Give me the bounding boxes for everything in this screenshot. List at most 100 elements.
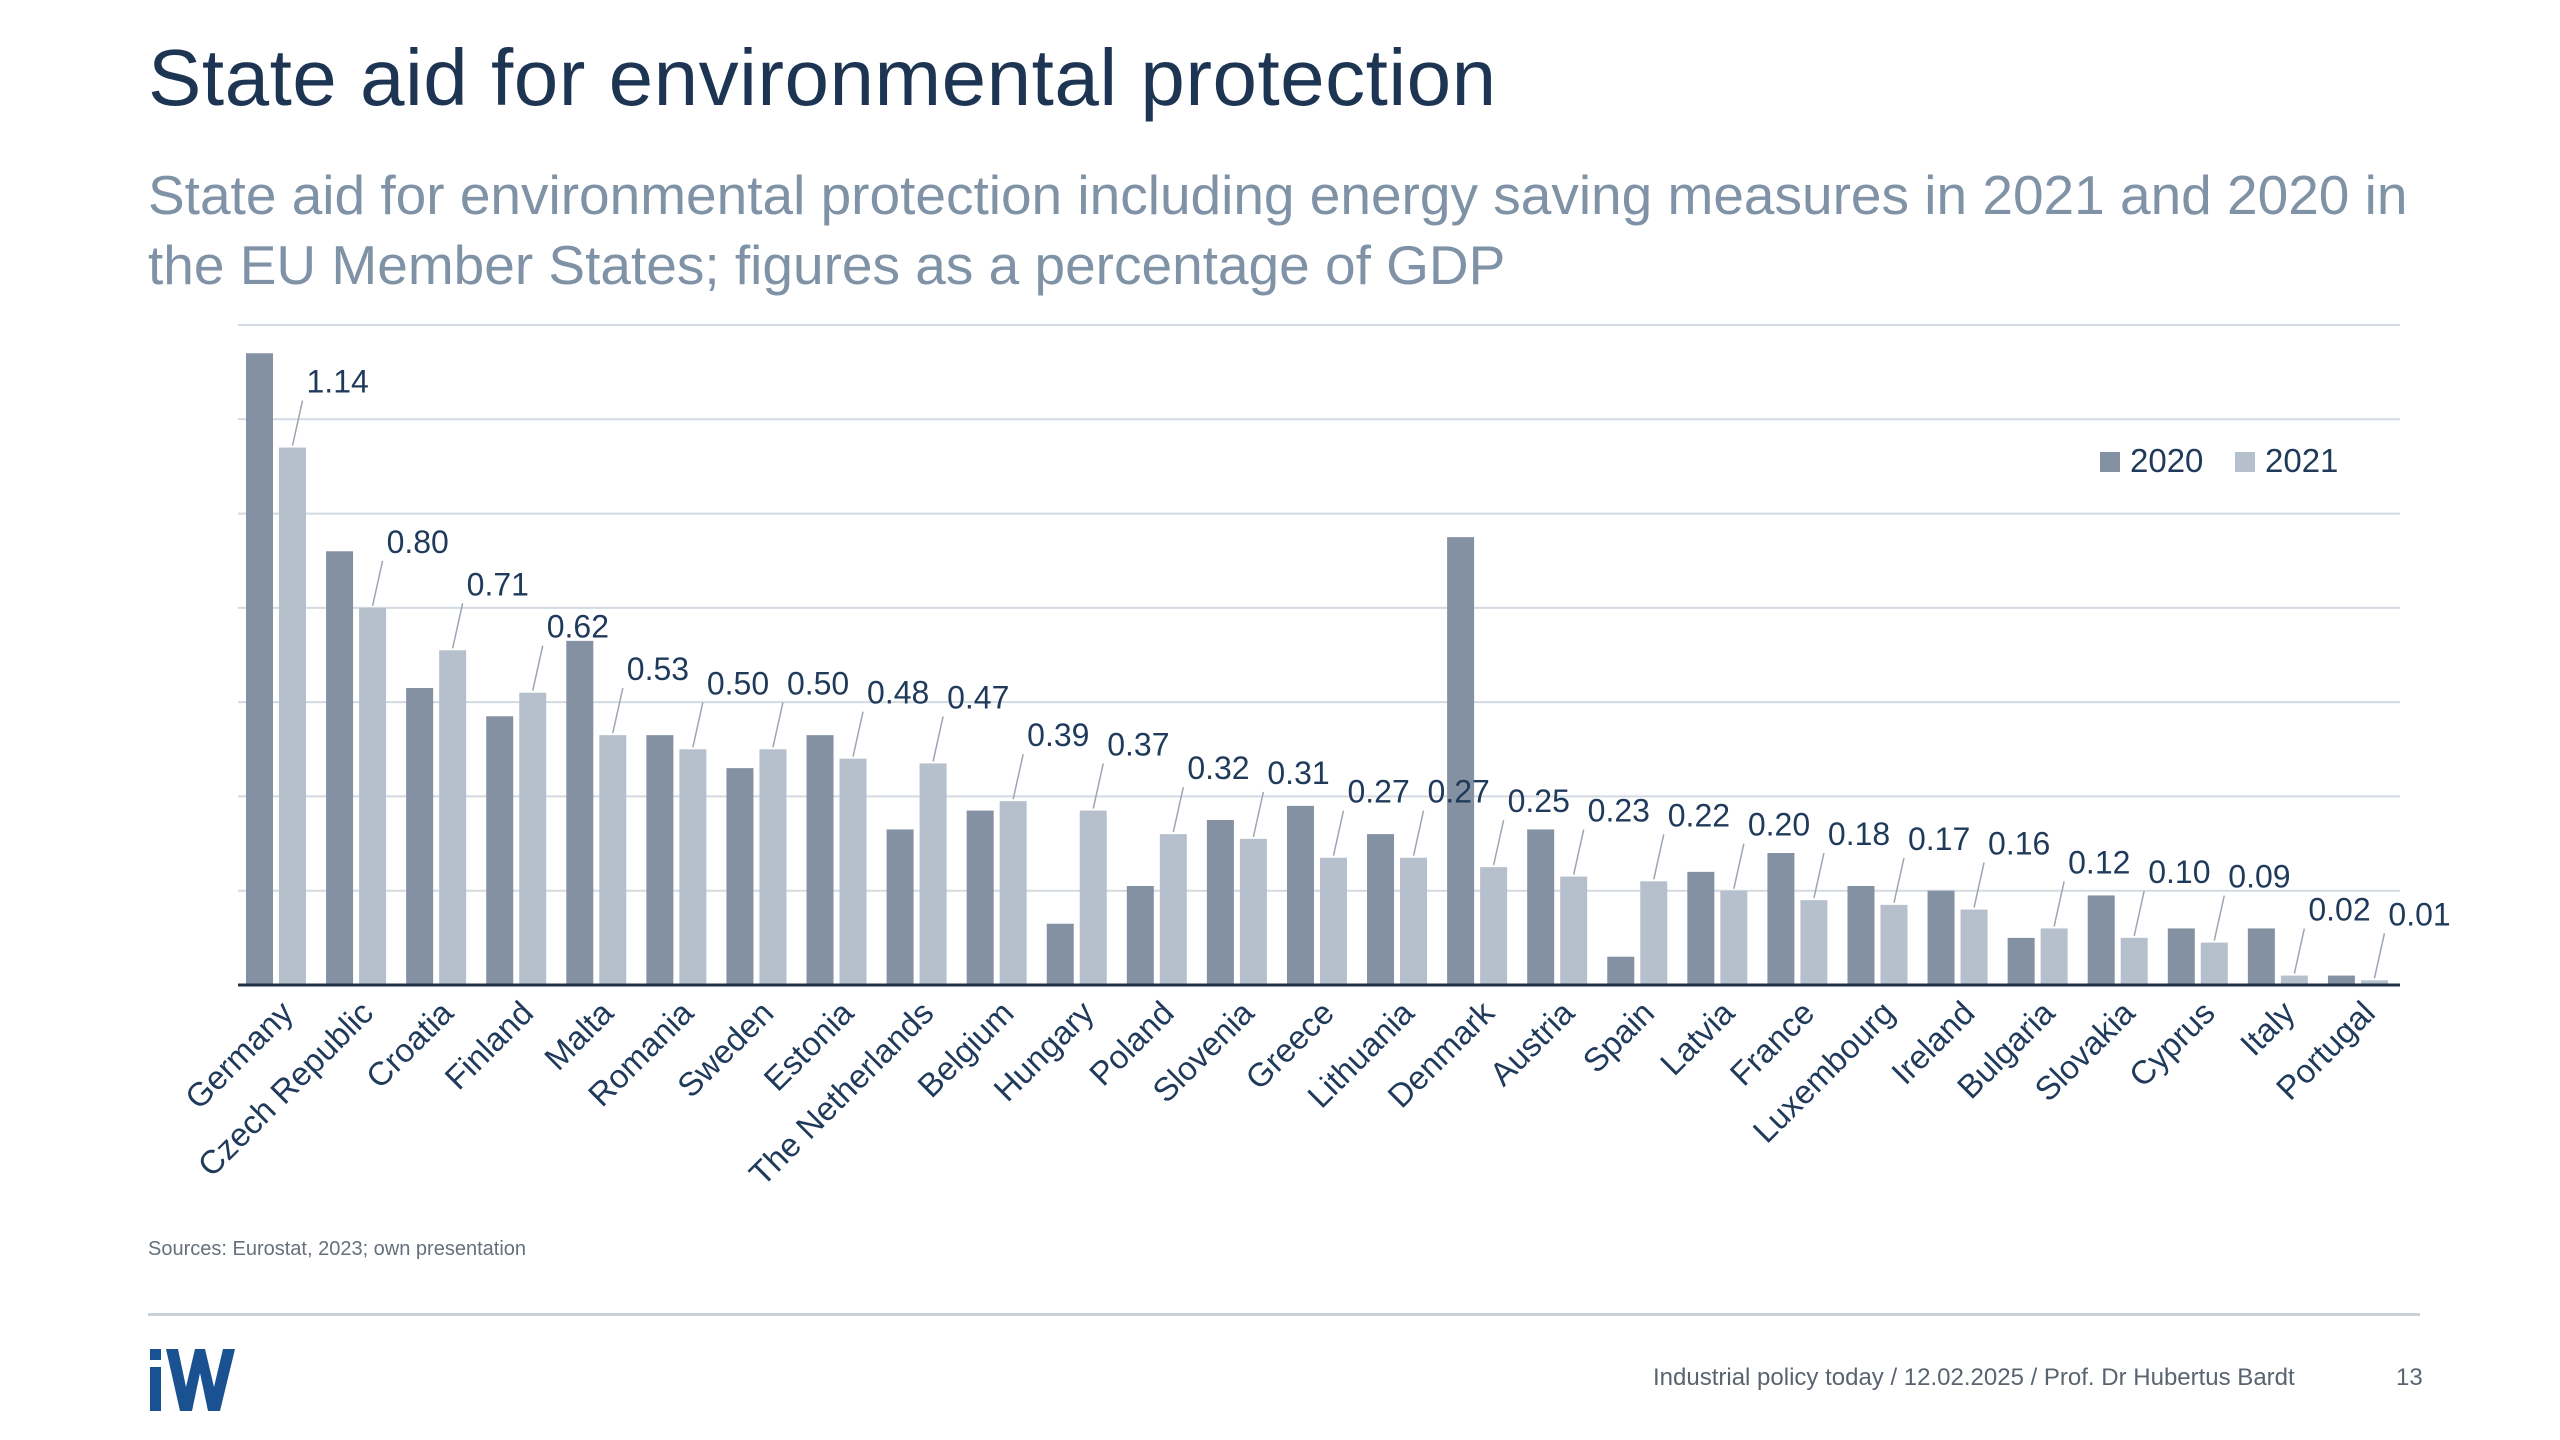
leader-line xyxy=(1332,810,1345,856)
leader-line xyxy=(1412,810,1425,856)
bars xyxy=(246,353,2388,986)
bar-2021-finland xyxy=(519,692,547,985)
bar-2021-slovenia xyxy=(1239,838,1267,985)
legend-label-2020: 2020 xyxy=(2130,442,2203,479)
bar-2021-romania xyxy=(679,749,707,985)
legend: 2020 2021 xyxy=(2100,442,2338,479)
leader-line xyxy=(371,560,384,607)
leader-line xyxy=(772,702,784,748)
bar-2021-bulgaria xyxy=(2040,928,2068,985)
leader-line xyxy=(1653,834,1665,880)
bar-2020-hungary xyxy=(1046,923,1074,985)
legend-swatch-2020 xyxy=(2100,452,2120,472)
data-label-2021: 1.14 xyxy=(307,364,369,400)
data-label-2021: 0.12 xyxy=(2068,844,2130,880)
leader-line xyxy=(2373,933,2386,979)
logo-i-dot xyxy=(150,1349,161,1360)
bar-2021-lithuania xyxy=(1400,857,1428,985)
bar-2021-spain xyxy=(1640,881,1668,985)
leader-line xyxy=(291,400,304,446)
bar-2021-the-netherlands xyxy=(919,763,947,985)
bar-2020-luxembourg xyxy=(1847,886,1875,985)
bar-2020-greece xyxy=(1286,805,1314,985)
bar-2020-denmark xyxy=(1447,537,1475,985)
bar-2020-ireland xyxy=(1927,890,1955,985)
leader-line xyxy=(451,603,464,649)
leader-line xyxy=(531,645,544,691)
bar-2021-portugal xyxy=(2360,980,2388,985)
bar-2021-slovakia xyxy=(2120,937,2148,985)
data-label-2021: 0.25 xyxy=(1508,783,1570,819)
bar-2021-belgium xyxy=(999,801,1027,985)
data-label-2021: 0.50 xyxy=(787,665,849,701)
data-label-2021: 0.09 xyxy=(2228,859,2290,895)
bar-2021-sweden xyxy=(759,749,787,985)
leader-line xyxy=(2133,890,2145,937)
data-label-2021: 0.37 xyxy=(1107,727,1169,763)
bar-2020-finland xyxy=(486,716,514,985)
bar-2021-france xyxy=(1800,900,1828,985)
bar-2020-germany xyxy=(246,353,273,985)
leader-line xyxy=(1572,829,1585,875)
data-label-2021: 0.53 xyxy=(627,651,689,687)
data-label-2021: 0.47 xyxy=(947,679,1009,715)
bar-2021-ireland xyxy=(1960,909,1988,985)
leader-line xyxy=(932,716,944,762)
bar-2020-the-netherlands xyxy=(886,829,914,985)
iw-logo xyxy=(150,1349,235,1411)
logo-i-stem xyxy=(150,1367,161,1411)
bar-2020-slovakia xyxy=(2087,895,2115,985)
bar-2021-germany xyxy=(279,447,306,986)
data-label-2021: 0.27 xyxy=(1347,774,1409,810)
leader-line xyxy=(2213,895,2226,941)
bar-2021-greece xyxy=(1319,857,1347,985)
data-label-2021: 0.50 xyxy=(707,665,769,701)
leader-line xyxy=(612,687,624,734)
bar-2020-sweden xyxy=(726,768,754,985)
bar-2020-cyprus xyxy=(2167,928,2195,985)
bar-2021-denmark xyxy=(1480,867,1508,985)
bar-2021-cyprus xyxy=(2200,942,2228,985)
bar-2020-bulgaria xyxy=(2007,937,2035,985)
bar-2020-italy xyxy=(2247,928,2275,985)
footer-divider xyxy=(148,1313,2420,1316)
bar-2020-poland xyxy=(1126,886,1154,985)
bar-2020-spain xyxy=(1607,956,1635,985)
logo-w xyxy=(166,1349,235,1411)
gridlines xyxy=(238,324,2400,892)
bar-2021-luxembourg xyxy=(1880,904,1908,985)
leader-line xyxy=(1492,819,1505,866)
bar-2020-portugal xyxy=(2327,975,2355,985)
leader-line xyxy=(1733,843,1745,889)
data-label-2021: 0.62 xyxy=(547,609,609,645)
data-label-2021: 0.02 xyxy=(2308,892,2370,928)
bar-2021-croatia xyxy=(439,650,467,985)
leader-line xyxy=(1973,862,1985,908)
x-tick-label: Italy xyxy=(2233,993,2302,1062)
data-label-2021: 0.80 xyxy=(387,524,449,560)
page-number: 13 xyxy=(2396,1364,2423,1391)
bar-2020-slovenia xyxy=(1206,820,1234,985)
leader-line xyxy=(1813,852,1825,899)
bar-2020-latvia xyxy=(1687,871,1715,985)
data-label-2021: 0.27 xyxy=(1428,774,1490,810)
leader-line xyxy=(1012,753,1024,800)
bar-2020-czech-republic xyxy=(326,551,354,985)
data-label-2021: 0.71 xyxy=(467,566,529,602)
leader-line xyxy=(1172,786,1185,833)
bar-2021-latvia xyxy=(1720,890,1748,985)
bar-2021-malta xyxy=(599,735,627,985)
x-tick-label: Cyprus xyxy=(2122,994,2222,1094)
bar-2020-france xyxy=(1767,853,1795,985)
bar-2020-belgium xyxy=(966,810,994,985)
data-label-2021: 0.16 xyxy=(1988,826,2050,862)
data-label-2021: 0.22 xyxy=(1668,797,1730,833)
bar-2020-estonia xyxy=(806,735,834,985)
data-labels: 1.14 0.80 0.71 0.62 0.53 0.50 0.50 0.48 0.47 0.39… xyxy=(307,364,2451,933)
slide-title: State aid for environmental protection xyxy=(148,33,1497,122)
legend-swatch-2021 xyxy=(2235,452,2255,472)
bar-2021-poland xyxy=(1159,834,1187,985)
bar-2020-austria xyxy=(1527,829,1555,985)
